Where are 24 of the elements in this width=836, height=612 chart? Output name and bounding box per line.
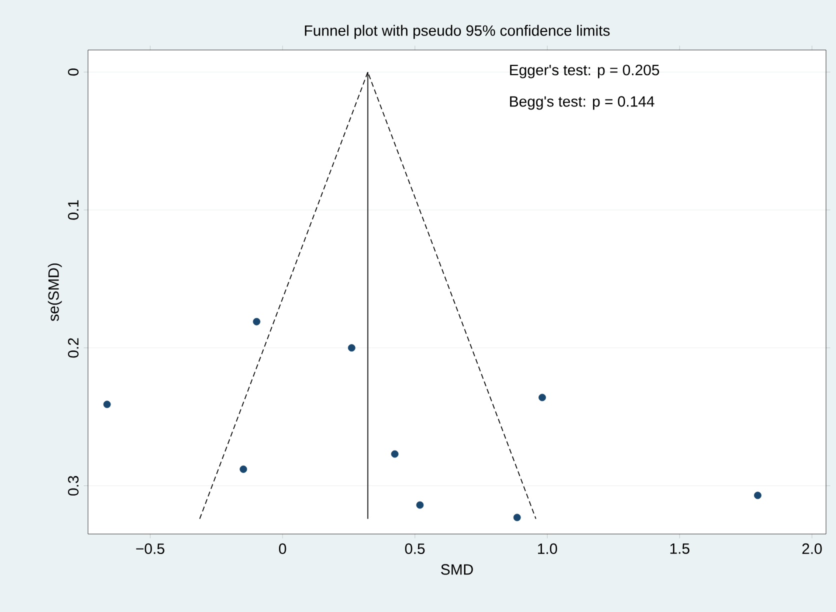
x-tick-label: 1.0: [538, 543, 558, 554]
point: [391, 450, 398, 458]
chart-title: Funnel plot with pseudo 95% confidence limits: [304, 24, 610, 39]
y-tick-label: 0.1: [68, 200, 79, 220]
x-tick-label: 0.5: [405, 543, 425, 554]
x-tick-label: 1.5: [670, 543, 690, 554]
point: [348, 344, 356, 352]
annotation: Egger's test: p = 0.205: [510, 64, 660, 78]
y-tick-label: 0.2: [68, 338, 79, 358]
x-tick-label: 2.0: [802, 543, 822, 554]
point: [538, 394, 546, 402]
x-tick-label: −0.5: [136, 543, 164, 554]
annotation: Begg's test: p = 0.144: [510, 96, 654, 110]
point: [754, 492, 762, 500]
y-axis-title: se(SMD): [48, 263, 62, 322]
x-tick-label: 0: [278, 543, 286, 554]
y-tick-label: 0.3: [68, 476, 79, 496]
point: [252, 318, 260, 326]
point: [416, 501, 424, 509]
point: [240, 465, 248, 473]
x-axis-title: SMD: [441, 564, 473, 575]
point: [513, 514, 521, 522]
point: [103, 400, 111, 408]
y-tick-label: 0: [68, 68, 79, 76]
